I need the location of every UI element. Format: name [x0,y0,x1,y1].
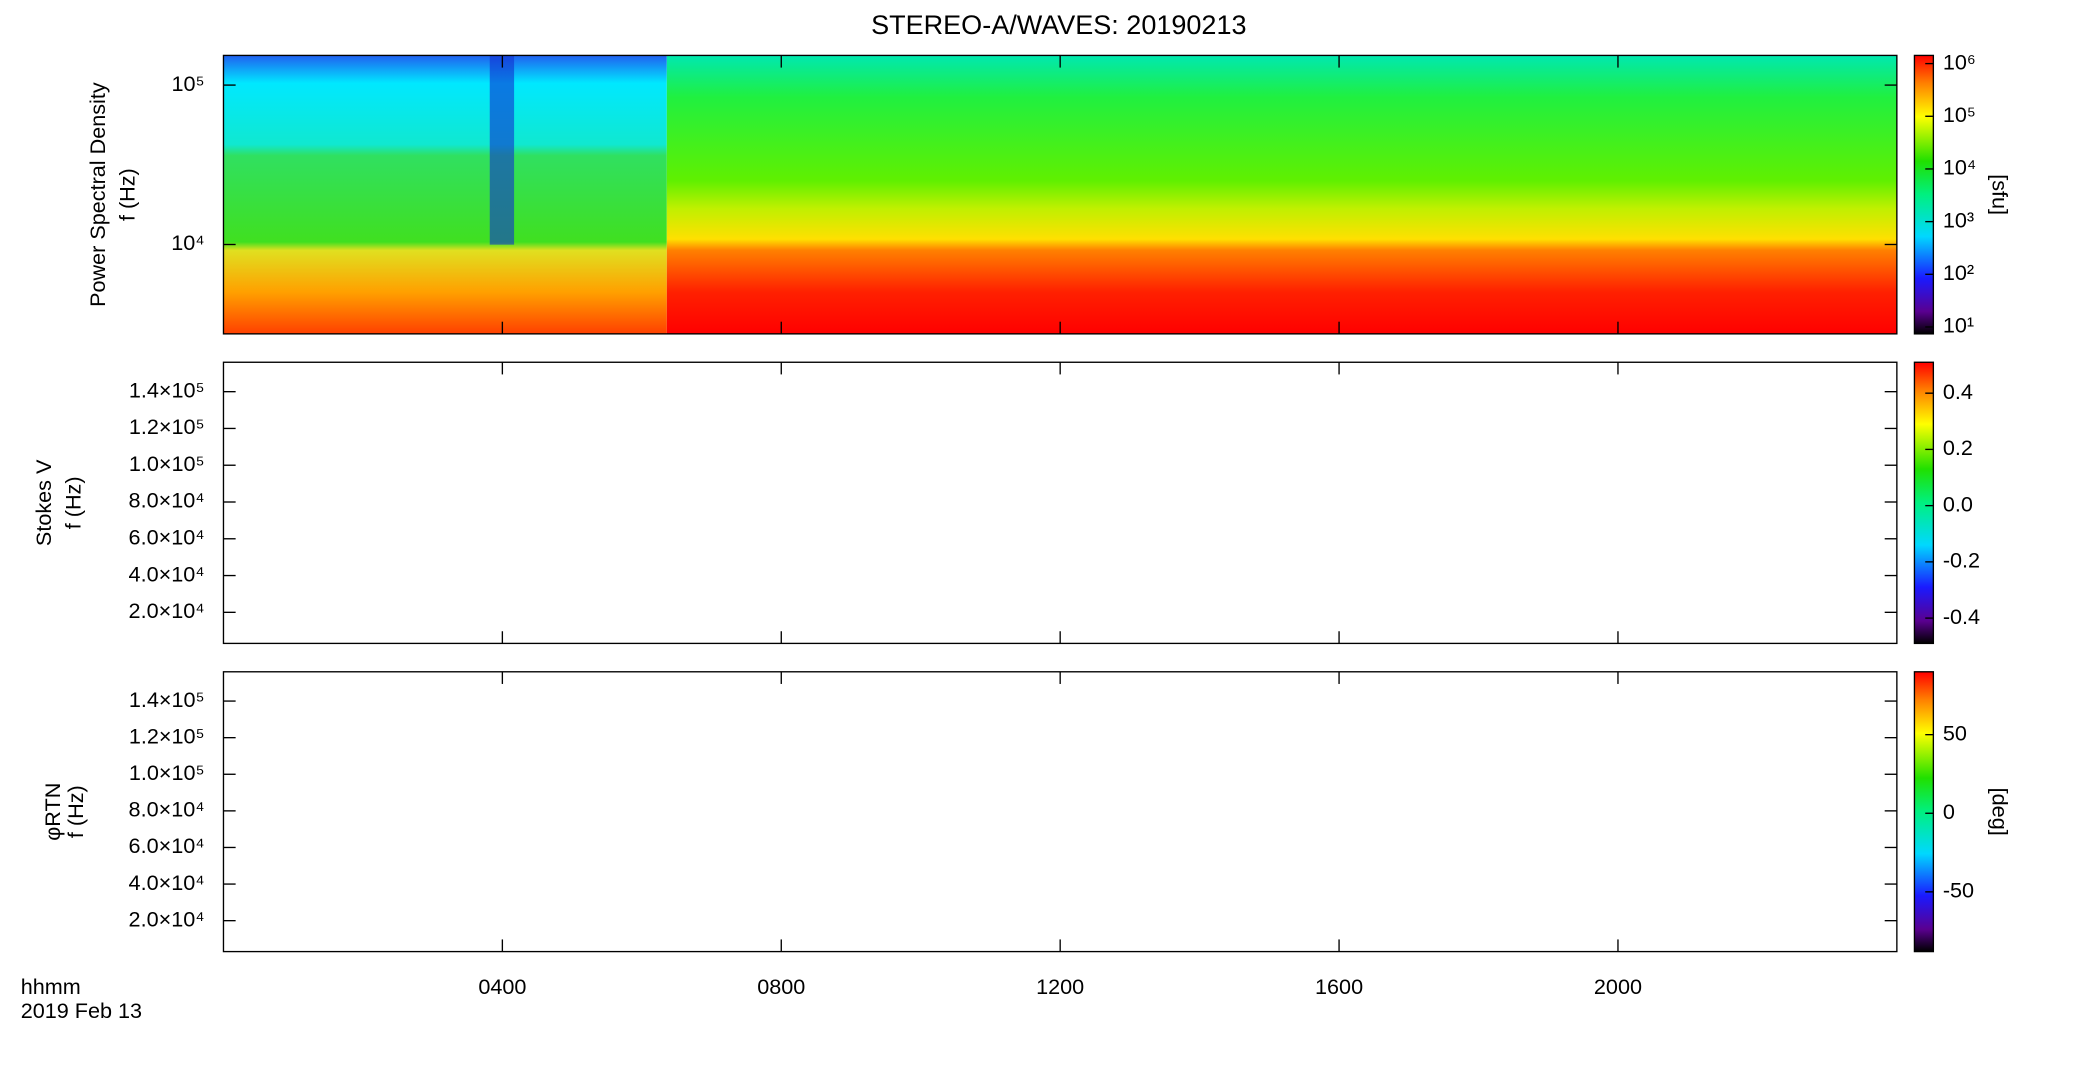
colorbar-tick-label: 0 [1943,799,1955,824]
colorbar-tick-label: 0.2 [1943,435,1973,460]
y-tick-label: 2.0×10⁴ [129,906,205,931]
colorbar-tick-label: 0.4 [1943,379,1973,404]
colorbar-tick-label: 10³ [1943,207,1974,232]
colorbar-label: [deg] [1988,788,2013,836]
x-tick-label: 0800 [757,974,805,999]
colorbar-tick-label: -0.4 [1943,604,1980,629]
y-tick-label: 4.0×10⁴ [129,870,205,895]
figure-title: STEREO-A/WAVES: 20190213 [871,10,1246,40]
y-tick-label: 1.0×10⁵ [129,451,205,476]
y-axis-label: f (Hz) [61,476,86,529]
colorbar-tick-label: 10⁵ [1943,102,1976,127]
y-axis-label: φRTN [40,783,65,841]
colorbar-tick-label: 10¹ [1943,313,1974,338]
y-tick-label: 10⁵ [172,71,205,96]
y-tick-label: 1.2×10⁵ [129,414,205,439]
x-axis-date: 2019 Feb 13 [21,998,142,1023]
y-tick-label: 1.4×10⁵ [129,377,205,402]
y-tick-label: 8.0×10⁴ [129,797,205,822]
colorbar-tick-label: 0.0 [1943,491,1973,516]
y-axis-label: Stokes V [31,459,56,546]
y-tick-label: 2.0×10⁴ [129,598,205,623]
colorbar-tick-label: 10⁶ [1943,49,1976,74]
y-axis-label: f (Hz) [63,785,88,838]
plot-frame [222,361,1898,645]
spectrogram-image [223,55,667,334]
y-tick-label: 8.0×10⁴ [129,488,205,513]
spectrogram-image [666,55,1897,334]
y-tick-label: 6.0×10⁴ [129,833,205,858]
y-tick-label: 6.0×10⁴ [129,524,205,549]
colorbar-label: [sfu] [1988,174,2013,215]
colorbar-tick-label: 10⁴ [1943,155,1976,180]
y-axis-label: Power Spectral Density [85,82,110,307]
colorbar-tick-label: 10² [1943,260,1974,285]
colorbar [1913,361,1935,645]
y-tick-label: 1.2×10⁵ [129,723,205,748]
plot-frame [222,671,1898,953]
y-axis-label: f (Hz) [115,168,140,221]
y-tick-label: 1.4×10⁵ [129,687,205,712]
spectrogram-feature [489,55,515,245]
y-tick-label: 4.0×10⁴ [129,561,205,586]
x-tick-label: 0400 [478,974,526,999]
colorbar [1913,671,1935,953]
colorbar [1913,54,1935,335]
colorbar-tick-label: 50 [1943,720,1967,745]
x-tick-label: 1600 [1315,974,1363,999]
y-tick-label: 10⁴ [171,230,204,255]
x-axis-label: hhmm [21,974,81,999]
colorbar-tick-label: -50 [1943,878,1974,903]
x-tick-label: 1200 [1036,974,1084,999]
colorbar-tick-label: -0.2 [1943,548,1980,573]
y-tick-label: 1.0×10⁵ [129,760,205,785]
x-tick-label: 2000 [1594,974,1642,999]
